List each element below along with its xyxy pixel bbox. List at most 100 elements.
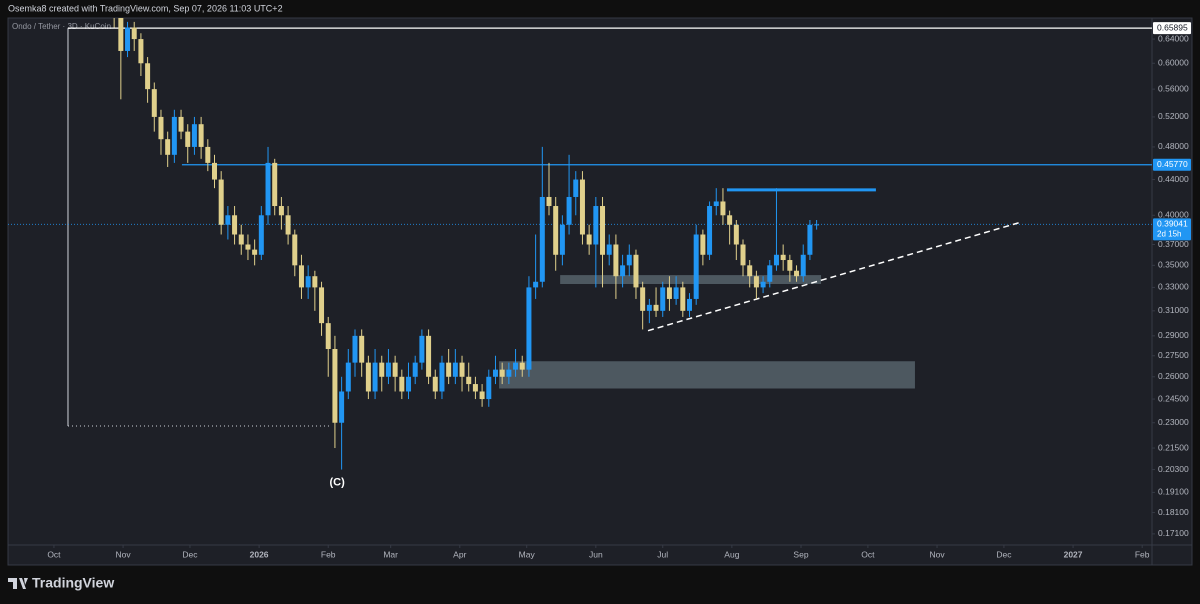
candle-body	[319, 287, 325, 324]
candle-body	[814, 224, 820, 226]
candle-body	[178, 116, 184, 132]
trendline	[647, 221, 1022, 332]
candle-body	[158, 116, 164, 140]
x-tick-label: May	[519, 549, 536, 559]
candle-body	[606, 244, 612, 255]
candle-body	[506, 369, 512, 377]
zone	[560, 275, 822, 285]
symbol-label: Ondo / Tether · 3D · KuCoin	[12, 22, 111, 31]
candle-body	[325, 323, 331, 349]
candle-body	[372, 362, 378, 392]
x-tick-label: 2027	[1064, 549, 1083, 559]
candle-body	[733, 224, 739, 245]
y-tick-label: 0.52000	[1158, 111, 1189, 121]
y-tick-label: 0.23000	[1158, 417, 1189, 427]
x-tick-label: Aug	[724, 549, 739, 559]
plot-area	[8, 18, 1152, 470]
x-tick-label: Oct	[861, 549, 875, 559]
y-tick-label: 0.35000	[1158, 260, 1189, 270]
candle-body	[600, 206, 606, 255]
candle-body	[700, 234, 706, 255]
candle-body	[165, 139, 171, 155]
candle-body	[305, 276, 311, 288]
candle-body	[171, 116, 177, 155]
candle-body	[646, 304, 652, 311]
candle-body	[753, 276, 759, 288]
y-tick-label: 0.24500	[1158, 393, 1189, 403]
candle-body	[426, 335, 432, 377]
level-label: 0.45770	[1157, 159, 1188, 169]
candle-body	[640, 287, 646, 311]
candle-body	[466, 376, 472, 385]
candle-body	[492, 369, 498, 377]
y-tick-label: 0.48000	[1158, 141, 1189, 151]
candle-body	[559, 224, 565, 255]
candle-body	[285, 215, 291, 235]
candle-body	[385, 362, 391, 377]
x-tick-label: Oct	[47, 549, 61, 559]
candle-body	[633, 254, 639, 288]
candle-body	[472, 384, 478, 392]
x-tick-label: Jun	[589, 549, 603, 559]
candle-body	[586, 234, 592, 245]
candle-body	[499, 369, 505, 377]
x-tick-label: Apr	[453, 549, 466, 559]
candle-body	[352, 335, 358, 363]
candle-body	[379, 362, 385, 377]
candle-body	[252, 249, 258, 255]
candle-body	[780, 254, 786, 261]
level-label-box	[1153, 22, 1191, 35]
candle-body	[653, 304, 659, 311]
y-tick-label: 0.31000	[1158, 305, 1189, 315]
candle-body	[519, 362, 525, 370]
candle-body	[151, 89, 157, 117]
zone	[499, 361, 915, 389]
y-tick-label: 0.60000	[1158, 58, 1189, 68]
candle-body	[359, 335, 365, 363]
candle-body	[566, 196, 572, 225]
candle-body	[740, 244, 746, 266]
candle-body	[727, 215, 733, 225]
candle-body	[399, 376, 405, 392]
candle-body	[245, 244, 251, 250]
x-tick-label: Nov	[116, 549, 132, 559]
header-text: Osemka8 created with TradingView.com, Se…	[8, 3, 283, 13]
candle-body	[432, 376, 438, 392]
candle-body	[693, 234, 699, 299]
candle-body	[666, 287, 672, 299]
candle-body	[807, 224, 813, 255]
candle-body	[118, 18, 124, 51]
candle-body	[198, 124, 204, 147]
candle-body	[272, 162, 278, 207]
candle-body	[613, 244, 619, 277]
candle-body	[439, 362, 445, 392]
y-tick-label: 0.29000	[1158, 330, 1189, 340]
y-tick-label: 0.17100	[1158, 528, 1189, 538]
x-tick-label: Sep	[793, 549, 808, 559]
candle-body	[265, 162, 271, 216]
candle-body	[533, 281, 539, 288]
candle-body	[707, 206, 713, 255]
candle-body	[767, 265, 773, 282]
candle-body	[686, 298, 692, 311]
candle-body	[513, 362, 519, 370]
y-tick-label: 0.64000	[1158, 33, 1189, 43]
chart-pane	[7, 17, 1193, 566]
x-tick-label: Feb	[321, 549, 336, 559]
brand-logo: TradingView	[8, 575, 114, 591]
last-price-countdown: 2d 15h	[1157, 229, 1181, 238]
last-price-box	[1153, 218, 1191, 241]
x-tick-label: Jul	[657, 549, 668, 559]
candle-body	[486, 376, 492, 400]
candle-body	[138, 39, 144, 64]
candle-body	[298, 265, 304, 288]
candle-body	[539, 196, 545, 282]
candle-body	[131, 27, 137, 40]
candle-body	[406, 376, 412, 392]
y-tick-label: 0.21500	[1158, 442, 1189, 452]
candle-body	[145, 63, 151, 90]
y-tick-label: 0.27500	[1158, 350, 1189, 360]
candle-body	[185, 131, 191, 147]
candle-body	[125, 27, 131, 51]
level-label: 0.65895	[1157, 22, 1188, 32]
